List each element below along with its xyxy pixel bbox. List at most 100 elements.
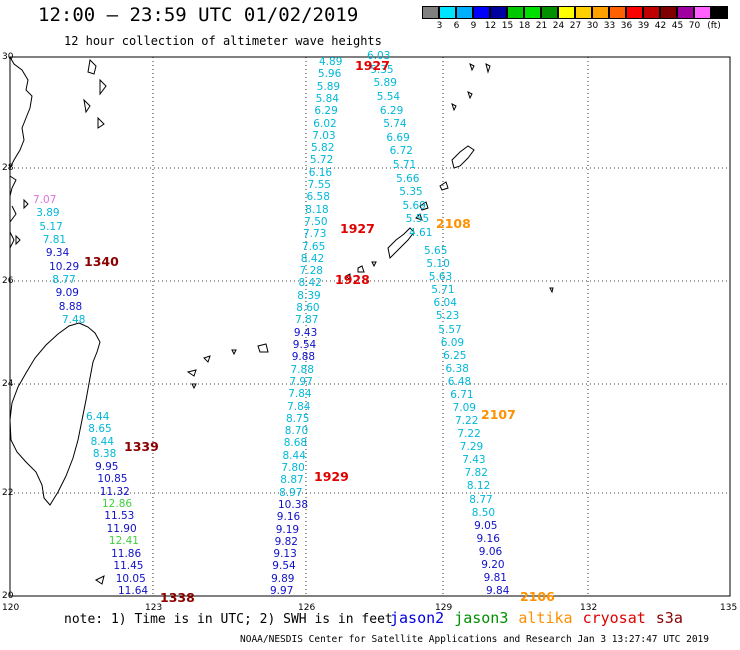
scale-swatch: [694, 6, 711, 19]
scale-swatch: [592, 6, 609, 19]
okinawa-island: [387, 227, 415, 260]
wave-height-value: 5.96: [317, 68, 342, 81]
scale-swatch: [439, 6, 456, 19]
lon-label-120: 120: [2, 603, 20, 613]
scale-swatch: [711, 6, 728, 19]
wave-height-value: 11.32: [99, 485, 130, 498]
wave-height-value: 9.06: [478, 545, 503, 558]
scale-swatch: [643, 6, 660, 19]
map-subtitle: 12 hour collection of altimeter wave hei…: [64, 34, 382, 48]
plot-frame: [9, 56, 731, 597]
wave-height-value: 7.43: [462, 454, 486, 467]
china-islands: [15, 58, 107, 246]
wave-height-value: 7.48: [62, 314, 86, 326]
wave-height-value: 4.61: [409, 227, 433, 239]
legend-s3a: s3a: [655, 609, 683, 627]
wave-height-value: 10.05: [115, 572, 146, 585]
satellite-legend: jason2 jason3 altika cryosat s3a: [390, 609, 693, 627]
lat-label-24: 24: [2, 379, 14, 389]
scale-label: 21: [535, 21, 548, 31]
wave-height-value: 9.54: [292, 339, 317, 351]
wave-height-value: 3.89: [36, 207, 60, 220]
wave-height-value: 6.04: [433, 297, 457, 310]
wave-height-value: 5.82: [311, 142, 335, 155]
lat-label-30: 30: [2, 52, 14, 62]
lon-label-126: 126: [298, 603, 316, 613]
wave-height-value: 6.16: [308, 166, 333, 179]
wave-height-value: 6.58: [306, 191, 330, 204]
wave-height-value: 11.86: [111, 547, 142, 560]
wave-height-value: 8.68: [283, 437, 308, 450]
wave-height-value: 8.60: [296, 302, 320, 314]
scale-swatch: [677, 6, 694, 19]
legend-jason2: jason2: [390, 609, 445, 627]
wave-height-value: 7.84: [288, 388, 312, 401]
wave-height-value: 5.65: [424, 245, 448, 257]
lon-label-123: 123: [145, 603, 163, 613]
pass-label-1338: 1338: [160, 590, 195, 605]
wave-height-value: 8.44: [90, 435, 114, 448]
wave-height-value: 5.63: [428, 271, 453, 284]
wave-height-value: 6.72: [389, 145, 413, 158]
wave-height-value: 7.22: [457, 428, 481, 441]
scale-swatch: [490, 6, 507, 19]
wave-height-value: 9.20: [481, 558, 505, 571]
wave-height-value: 7.29: [459, 441, 484, 454]
wave-height-value: 9.43: [293, 326, 318, 339]
wave-height-value: 7.22: [455, 415, 479, 427]
scale-swatch: [507, 6, 524, 19]
wave-height-value: 6.71: [450, 388, 474, 401]
wave-height-value: 5.35: [370, 63, 394, 76]
wave-height-value: 10.85: [97, 473, 128, 486]
wave-height-value: 8.12: [466, 480, 491, 493]
legend-jason3: jason3: [454, 609, 509, 627]
wave-height-value: 5.23: [435, 310, 460, 323]
wave-height-value: 5.72: [309, 154, 334, 167]
wave-height-value: 8.97: [279, 486, 303, 499]
scale-label: 6: [453, 21, 460, 31]
scale-swatch: [541, 6, 558, 19]
graticule: [10, 57, 730, 596]
wave-height-value: 7.09: [452, 401, 476, 414]
pass-label-2108: 2108: [436, 216, 471, 231]
wave-height-value: 12.41: [108, 535, 139, 548]
wave-height-value: 6.02: [313, 117, 337, 130]
scale-label: 30: [586, 21, 599, 31]
wave-height-value: 8.39: [297, 289, 321, 302]
wave-height-value: 12.86: [102, 498, 133, 510]
wave-height-value: 6.69: [386, 131, 410, 144]
pass-label-1927-mid: 1927: [340, 221, 375, 236]
wave-height-value: 6.48: [447, 375, 472, 388]
wave-height-value: 8.70: [284, 425, 309, 438]
scale-label: 3: [436, 21, 443, 31]
lat-label-26: 26: [2, 276, 14, 286]
wave-height-value: 11.90: [106, 522, 137, 535]
wave-height-value: 5.55: [405, 213, 430, 226]
wave-height-value: 5.71: [431, 284, 455, 297]
wave-height-value: 7.65: [301, 240, 326, 253]
map-title: 12:00 – 23:59 UTC 01/02/2019: [38, 4, 359, 26]
wave-height-value: 6.09: [440, 336, 465, 349]
scale-swatch: [473, 6, 490, 19]
wave-height-value: 6.38: [445, 362, 469, 375]
scale-label: 45: [671, 21, 684, 31]
wave-height-value: 9.34: [45, 247, 70, 260]
scale-swatch: [524, 6, 541, 19]
lon-label-135: 135: [720, 603, 738, 613]
wave-height-value: 5.17: [39, 220, 63, 233]
footnote: note: 1) Time is in UTC; 2) SWH is in fe…: [64, 612, 393, 627]
lat-label-28: 28: [2, 163, 14, 173]
wave-height-value: 6.29: [314, 105, 338, 118]
wave-height-value: 11.53: [104, 510, 135, 523]
wave-height-value: 9.84: [486, 585, 510, 597]
wave-height-value: 8.87: [280, 474, 304, 487]
lon-label-132: 132: [580, 603, 598, 613]
scale-swatch: [609, 6, 626, 19]
credit-line: NOAA/NESDIS Center for Satellite Applica…: [240, 634, 709, 645]
wave-height-value: 9.88: [291, 351, 316, 364]
wave-height-value: 7.28: [299, 265, 323, 278]
wave-height-value: 9.54: [272, 560, 296, 573]
wave-height-value: 8.65: [88, 423, 112, 436]
amami-islands: [415, 145, 475, 221]
